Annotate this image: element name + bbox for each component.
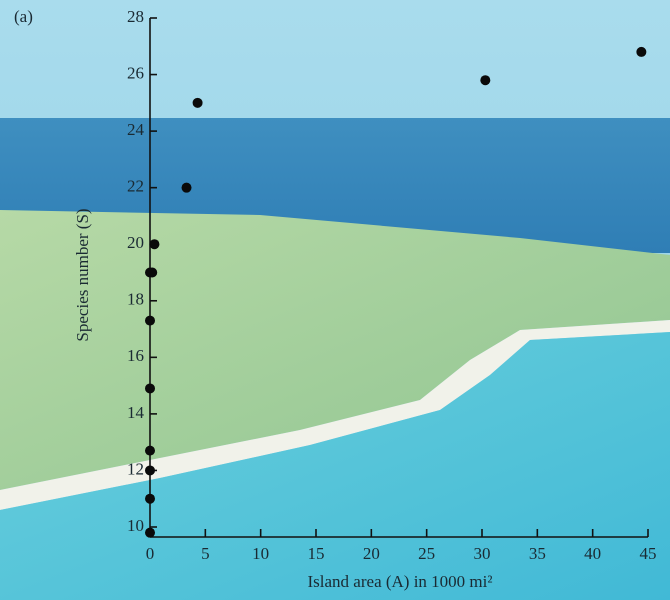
data-point [145,316,155,326]
x-tick-label: 45 [640,544,657,563]
y-tick-label: 10 [127,516,144,535]
x-tick-label: 15 [308,544,325,563]
y-tick-label: 18 [127,290,144,309]
x-tick-label: 35 [529,544,546,563]
data-point [145,465,155,475]
x-axis-label: Island area (A) in 1000 mi² [308,572,493,591]
data-point [145,446,155,456]
data-point [145,528,155,538]
y-tick-label: 12 [127,459,144,478]
x-tick-label: 0 [146,544,155,563]
x-tick-label: 40 [584,544,601,563]
chart: (a) Island area (A) in 1000 mi² Species … [0,0,670,600]
x-tick-label: 10 [252,544,269,563]
y-tick-label: 26 [127,63,144,82]
y-tick-label: 16 [127,346,144,365]
x-tick-label: 25 [418,544,435,563]
panel-label: (a) [14,7,33,26]
y-tick-label: 22 [127,177,144,196]
data-point [145,494,155,504]
x-tick-label: 20 [363,544,380,563]
y-tick-label: 24 [127,120,145,139]
x-tick-label: 30 [474,544,491,563]
data-point [636,47,646,57]
data-point [149,239,159,249]
data-point [147,268,157,278]
data-point [145,383,155,393]
data-point [182,183,192,193]
y-axis-label: Species number (S) [73,208,92,341]
y-tick-label: 20 [127,233,144,252]
background-photo [0,0,670,600]
x-tick-label: 5 [201,544,210,563]
data-point [480,75,490,85]
y-tick-label: 14 [127,403,145,422]
y-tick-label: 28 [127,7,144,26]
data-point [193,98,203,108]
